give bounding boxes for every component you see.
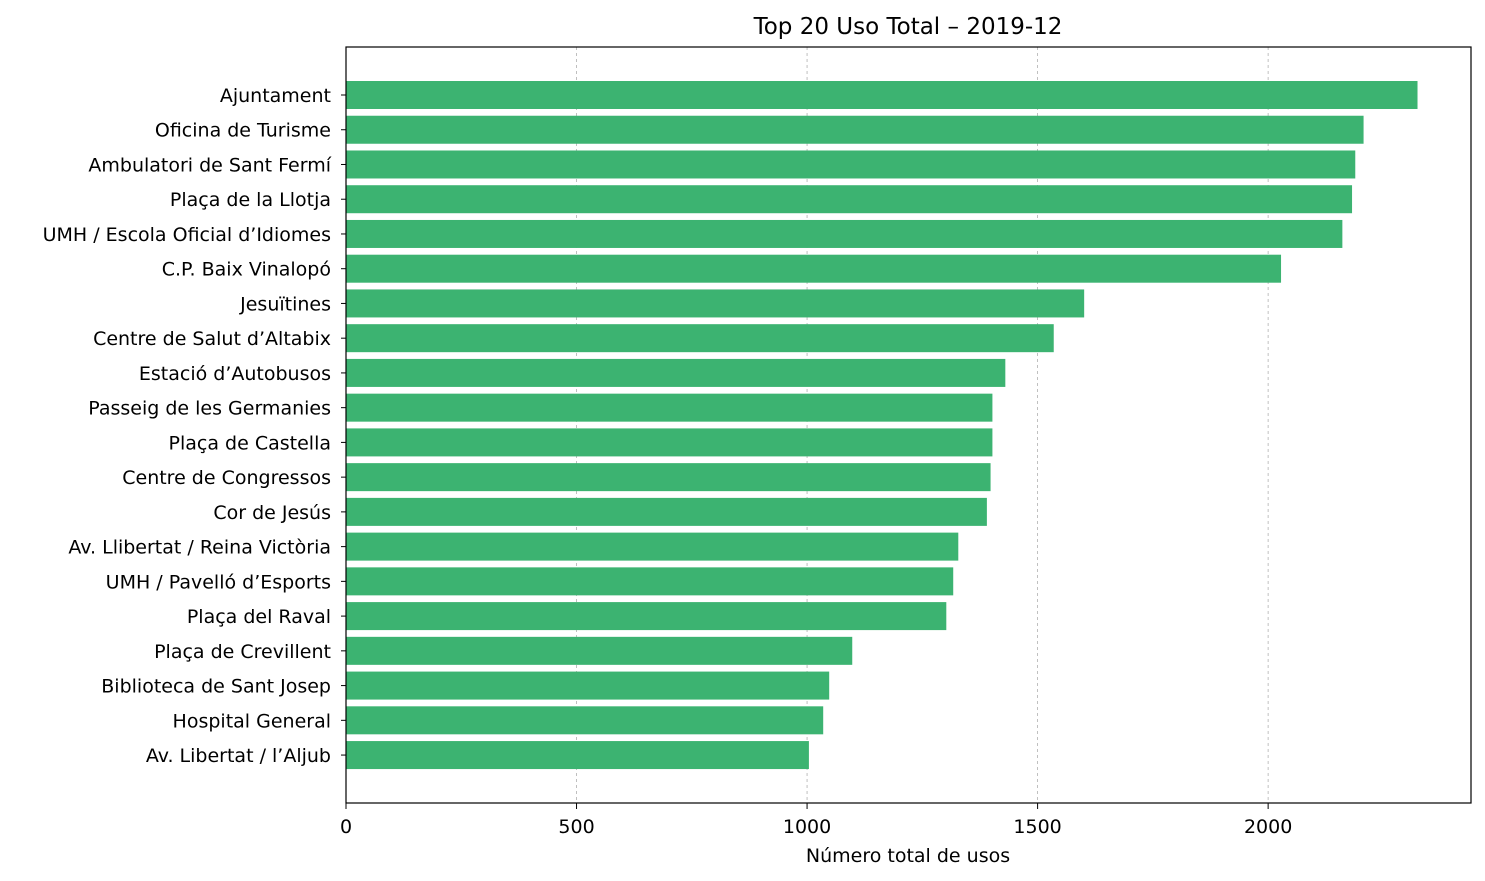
y-tick-label: Plaça de Castella: [169, 432, 331, 454]
y-tick-label: C.P. Baix Vinalopó: [162, 259, 331, 281]
chart-title: Top 20 Uso Total – 2019-12: [753, 14, 1063, 40]
bars: [346, 81, 1418, 770]
y-tick-label: UMH / Pavelló d’Esports: [106, 571, 331, 593]
bar: [346, 532, 959, 561]
y-tick-label: Plaça del Raval: [187, 606, 331, 628]
y-tick-label: Plaça de la Llotja: [170, 189, 331, 211]
y-tick-label: Plaça de Crevillent: [154, 641, 331, 663]
bar: [346, 115, 1364, 144]
bar: [346, 185, 1353, 214]
bar: [346, 358, 1006, 387]
y-tick-label: Av. Libertat / l’Aljub: [146, 745, 331, 767]
bar: [346, 289, 1085, 318]
y-tick-label: Jesuïtines: [239, 293, 331, 315]
y-tick-label: Ambulatori de Sant Fermí: [88, 154, 331, 176]
x-tick-label: 1500: [1013, 816, 1061, 838]
bar: [346, 150, 1356, 179]
y-tick-label: Centre de Salut d’Altabix: [93, 328, 331, 350]
x-tick-label: 2000: [1244, 816, 1292, 838]
bar: [346, 741, 809, 770]
bar: [346, 706, 824, 735]
labels: Ajuntament Oficina de Turisme Ambulatori d…: [43, 85, 1293, 838]
bar: [346, 636, 853, 665]
bar: [346, 671, 830, 700]
y-tick-label: Centre de Congressos: [122, 467, 331, 489]
y-tick-label: Passeig de les Germanies: [88, 398, 331, 420]
y-tick-label: UMH / Escola Oficial d’Idiomes: [43, 224, 331, 246]
bar: [346, 567, 954, 596]
bar: [346, 602, 947, 631]
bar: [346, 219, 1343, 248]
bar: [346, 81, 1418, 109]
bar: [346, 463, 991, 492]
bar: [346, 393, 993, 422]
x-axis-label: Número total de usos: [806, 845, 1010, 867]
y-tick-label: Estació d’Autobusos: [139, 363, 331, 385]
plot-frame: [345, 46, 1472, 804]
y-tick-label: Ajuntament: [220, 85, 331, 107]
x-tick-label: 0: [340, 816, 352, 838]
y-tick-label: Av. Llibertat / Reina Victòria: [68, 537, 331, 559]
bar: [346, 324, 1054, 353]
x-tick-label: 1000: [783, 816, 831, 838]
bar: [346, 428, 993, 457]
y-tick-label: Biblioteca de Sant Josep: [101, 676, 331, 698]
bar: [346, 254, 1282, 283]
x-tick-label: 500: [558, 816, 594, 838]
bar: [346, 497, 987, 526]
axes: [341, 46, 1472, 809]
y-tick-label: Cor de Jesús: [213, 502, 331, 524]
y-tick-label: Hospital General: [173, 710, 331, 732]
y-tick-label: Oficina de Turisme: [155, 120, 331, 142]
